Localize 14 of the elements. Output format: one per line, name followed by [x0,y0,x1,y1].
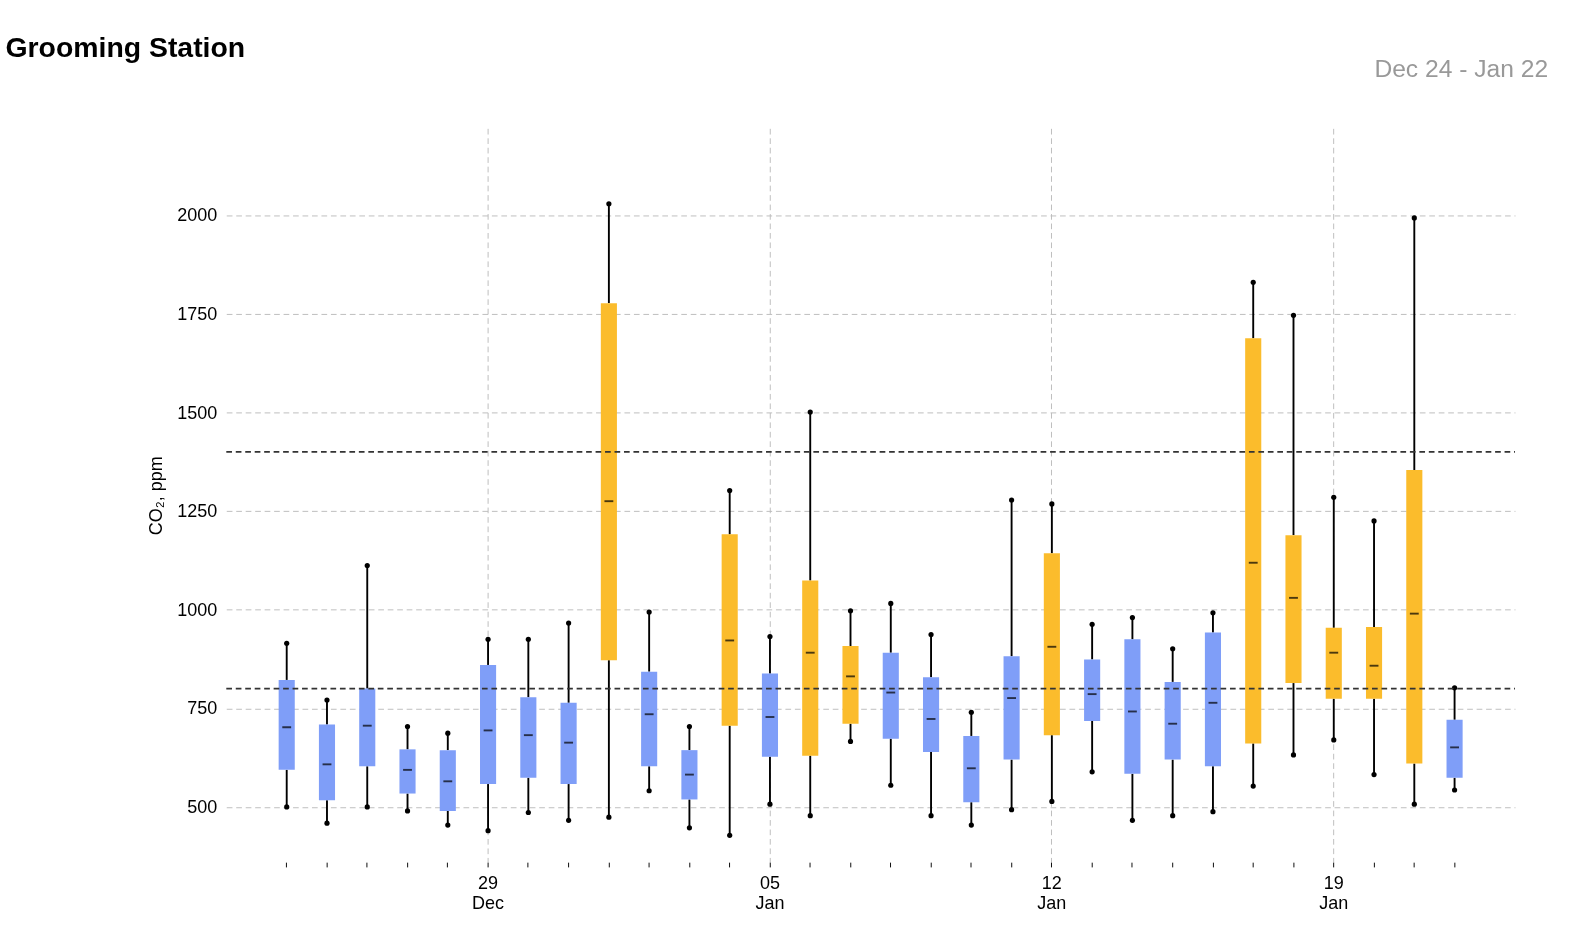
y-tick-label: 1250 [177,501,218,522]
chart-title: Grooming Station [5,31,246,64]
x-tick-label: 29 Dec [472,873,505,914]
y-tick-label: 1500 [177,402,218,423]
y-tick-label: 750 [187,698,218,719]
x-tick-label: 19 Jan [1319,873,1349,914]
y-tick-label: 1750 [177,303,218,324]
y-tick-label: 1000 [177,599,218,620]
chart-subtitle: Dec 24 - Jan 22 [1374,55,1549,83]
y-tick-label: 500 [187,797,218,818]
x-tick-label: 05 Jan [755,873,785,914]
y-axis-title: CO₂, ppm [146,456,167,536]
y-tick-label: 2000 [177,205,218,226]
x-tick-label: 12 Jan [1037,873,1067,914]
